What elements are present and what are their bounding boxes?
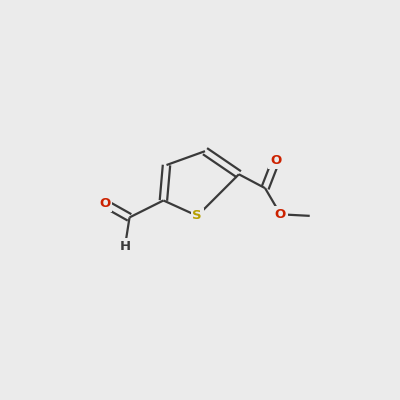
Text: O: O — [99, 197, 110, 210]
Text: O: O — [270, 154, 282, 167]
Text: H: H — [119, 240, 130, 253]
Text: O: O — [275, 208, 286, 221]
Text: S: S — [192, 209, 202, 222]
